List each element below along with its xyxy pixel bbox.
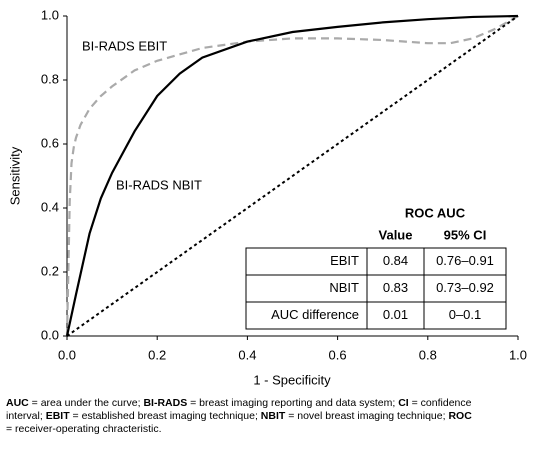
table-cell: 0.73–0.92 (436, 280, 494, 295)
curve-label: BI-RADS NBIT (116, 177, 202, 192)
table-cell: 0.01 (383, 307, 408, 322)
footnote-term: BI-RADS (143, 397, 188, 409)
y-tick-label: 0.6 (41, 135, 59, 150)
table-cell: 0–0.1 (449, 307, 482, 322)
footnote-text: = receiver-operating chracteristic. (6, 423, 162, 435)
x-tick-label: 1.0 (509, 347, 527, 362)
roc-curve (65, 14, 519, 337)
x-tick-label: 0.0 (58, 347, 76, 362)
x-tick-label: 0.4 (238, 347, 256, 362)
x-axis-label: 1 - Specificity (253, 372, 331, 387)
x-tick-label: 0.2 (148, 347, 166, 362)
footnote-term: NBIT (260, 410, 286, 422)
table-cell: AUC difference (271, 307, 359, 322)
footnote-text: = novel breast imaging technique; (285, 410, 449, 422)
y-axis-label: Sensitivity (7, 146, 22, 205)
footnote-text: = confidence interval; (6, 397, 472, 422)
table-title: ROC AUC (405, 205, 466, 220)
table-cell: NBIT (329, 280, 359, 295)
footnote-text: = breast imaging reporting and data syst… (187, 397, 399, 409)
y-tick-label: 0.2 (41, 263, 59, 278)
footnote-term: ROC (448, 410, 472, 422)
table-frame (245, 247, 507, 330)
curve-label: BI-RADS EBIT (82, 38, 167, 53)
table-cell: 0.76–0.91 (436, 253, 494, 268)
x-tick-label: 0.8 (419, 347, 437, 362)
chart: 1 - Specificity Sensitivity 0.0 0.2 0.4 0.6… (7, 7, 527, 387)
y-tick-label: 1.0 (41, 7, 59, 22)
footnote: AUC = area under the curve; BI-RADS = br… (6, 397, 476, 436)
table-header: Value (379, 227, 413, 242)
x-tick-label: 0.6 (329, 347, 347, 362)
footnote-term: AUC (6, 397, 29, 409)
table-header: 95% CI (444, 227, 487, 242)
footnote-text: = established breast imaging technique; (69, 410, 261, 422)
table-cell: 0.83 (383, 280, 408, 295)
footnote-term: CI (398, 397, 409, 409)
roc-curve (65, 15, 519, 337)
table-cell: 0.84 (383, 253, 408, 268)
table-cell: EBIT (330, 253, 359, 268)
footnote-term: EBIT (45, 410, 70, 422)
y-tick-label: 0.0 (41, 327, 59, 342)
roc-curve (66, 15, 519, 337)
footnote-text: = area under the curve; (28, 397, 144, 409)
y-tick-label: 0.8 (41, 71, 59, 86)
y-tick-label: 0.4 (41, 199, 59, 214)
